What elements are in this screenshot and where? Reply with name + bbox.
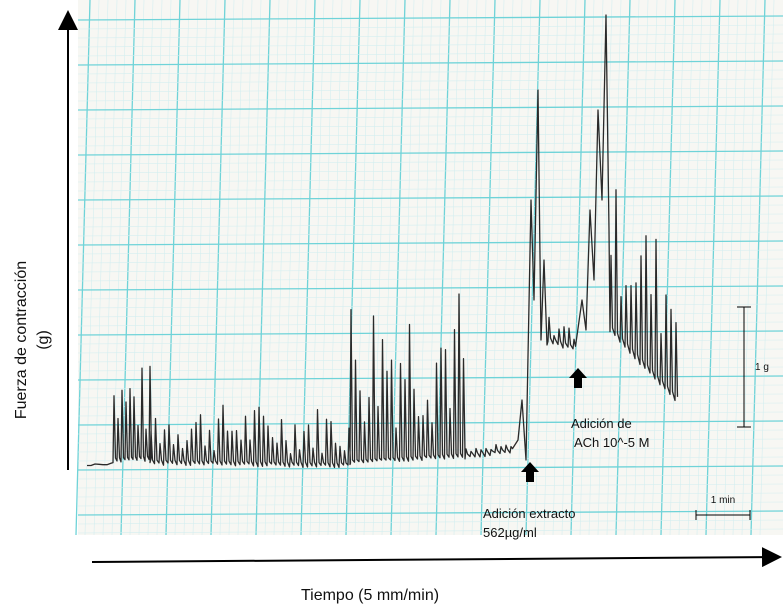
grid-line [84,0,100,536]
force-scale-label: 1 g [755,362,769,373]
grid-line [77,213,783,219]
grid-line [77,528,783,534]
grid-line [77,141,783,147]
grid-line [77,96,783,102]
grid-line [77,465,783,471]
grid-line [336,0,352,536]
grid-line [759,0,775,536]
grid-line [77,393,783,399]
grid-line [77,132,783,138]
grid-line [732,0,748,536]
grid-line [696,0,712,536]
grid-line [77,195,783,201]
grid-line [111,0,127,536]
arrow-extract [521,462,539,482]
grid-line [77,78,783,84]
grid-line [480,0,496,536]
grid-line [309,0,325,536]
grid-line [507,0,523,536]
grid-line [77,51,783,57]
grid-line [77,15,783,21]
grid-line [77,258,783,264]
grid-line [624,0,640,536]
grid-line [77,177,783,183]
grid-line [318,0,334,536]
time-scale-bar [695,510,751,520]
grid-line [471,0,487,536]
grid-line [651,0,667,536]
annotation-extract: Adición extracto [483,506,576,521]
grid-line [705,0,721,536]
contraction-trace [87,14,679,469]
grid-line [129,0,145,536]
grid-line [201,0,217,536]
grid-line [77,276,783,282]
grid-line [102,0,118,536]
grid-line [498,0,514,536]
grid-line [77,69,783,75]
grid-line [77,483,783,489]
grid-line [489,0,505,536]
grid-line [77,24,783,30]
grid-line [77,267,783,273]
grid-line [77,168,783,174]
grid-line [210,0,226,536]
grid-line [77,123,783,129]
grid-line [77,33,783,39]
grid-line [714,0,730,536]
grid-line [77,222,783,228]
annotation-ach: Adición de [571,416,632,431]
grid-line [660,0,676,536]
x-axis-arrow [91,547,782,568]
grid-line [77,105,783,111]
grid-line [687,0,703,536]
y-axis-label-line: (g) [35,330,52,350]
grid-line [77,87,783,93]
grid-line [77,60,783,66]
grid-line [77,510,783,516]
grid-line [77,231,783,237]
grid-line [741,0,757,536]
grid-line [77,501,783,507]
grid-line [77,114,783,120]
x-axis-label: Tiempo (5 mm/min) [301,587,439,604]
y-axis-label: Fuerza de contracción (g) [13,261,52,419]
grid-line [77,519,783,525]
grid-line [77,249,783,255]
grid-line [669,0,685,536]
annotation-extract: 562µg/ml [483,525,537,540]
grid-line [77,159,783,165]
grid-line [77,402,783,408]
grid-line [723,0,739,536]
y-axis-label-line: Fuerza de contracción [13,261,30,419]
grid-line [750,0,766,536]
arrow-ach [569,368,587,388]
grid-line [77,474,783,480]
grid-line [642,0,658,536]
time-scale-label: 1 min [711,495,735,506]
grid-line [77,411,783,417]
grid-line [678,0,694,536]
grid-line [93,0,109,536]
force-scale-bar [737,306,751,428]
grid-line [77,186,783,192]
grid-line [75,0,91,536]
grid-line [77,240,783,246]
annotation-ach: ACh 10^-5 M [574,435,649,450]
grid-line [77,150,783,156]
grid-line [77,492,783,498]
grid-line [77,204,783,210]
grid-line [363,0,379,536]
grid-line [77,285,783,291]
grid-line [77,42,783,48]
grid-line [417,0,433,536]
